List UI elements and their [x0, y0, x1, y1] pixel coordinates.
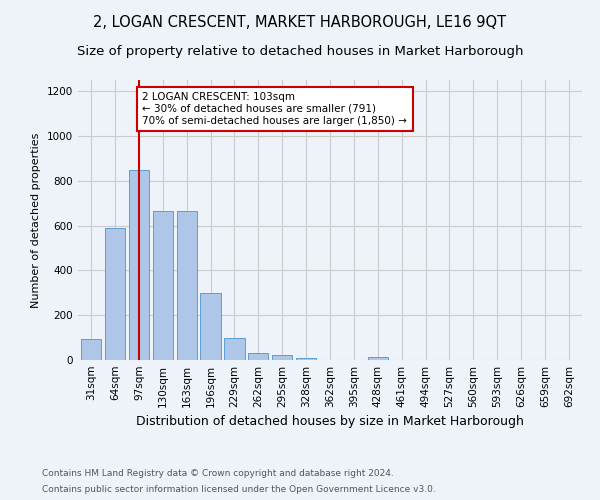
Text: 2 LOGAN CRESCENT: 103sqm
← 30% of detached houses are smaller (791)
70% of semi-: 2 LOGAN CRESCENT: 103sqm ← 30% of detach… [142, 92, 407, 126]
Bar [176, 211, 197, 360]
Bar [152, 211, 173, 360]
Text: Contains HM Land Registry data © Crown copyright and database right 2024.: Contains HM Land Registry data © Crown c… [42, 468, 394, 477]
Text: Contains public sector information licensed under the Open Government Licence v3: Contains public sector information licen… [42, 485, 436, 494]
Bar [248, 354, 268, 360]
Bar [272, 355, 292, 360]
Text: 2, LOGAN CRESCENT, MARKET HARBOROUGH, LE16 9QT: 2, LOGAN CRESCENT, MARKET HARBOROUGH, LE… [94, 15, 506, 30]
Bar [200, 293, 221, 360]
Text: Size of property relative to detached houses in Market Harborough: Size of property relative to detached ho… [77, 45, 523, 58]
X-axis label: Distribution of detached houses by size in Market Harborough: Distribution of detached houses by size … [136, 416, 524, 428]
Bar [105, 228, 125, 360]
Y-axis label: Number of detached properties: Number of detached properties [31, 132, 41, 308]
Bar [368, 358, 388, 360]
Bar [296, 358, 316, 360]
Bar [129, 170, 149, 360]
Bar [81, 338, 101, 360]
Bar [224, 338, 245, 360]
